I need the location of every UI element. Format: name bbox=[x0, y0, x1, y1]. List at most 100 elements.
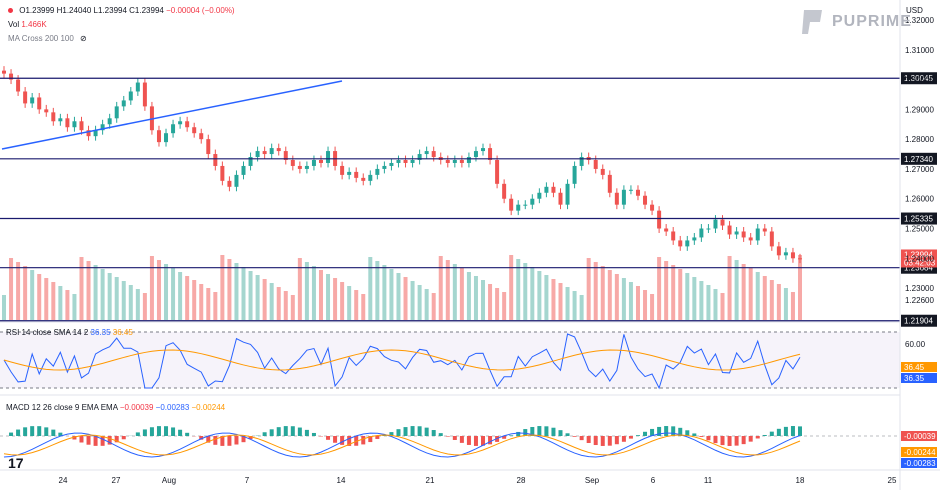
volume-bar bbox=[671, 265, 676, 320]
candle-body bbox=[798, 258, 802, 260]
macd-hist-bar bbox=[509, 435, 514, 436]
ma-legend: MA Cross 200 100 ⊘ bbox=[8, 34, 87, 43]
level-label-bg bbox=[901, 314, 937, 327]
volume-bar bbox=[607, 270, 612, 320]
candle-body bbox=[128, 91, 133, 101]
candle-body bbox=[107, 118, 112, 125]
candle-body bbox=[650, 204, 655, 211]
candle-body bbox=[93, 130, 98, 137]
candle-body bbox=[621, 189, 626, 205]
volume-bar bbox=[523, 263, 528, 320]
price-tick-label: 1.32000 bbox=[905, 16, 934, 25]
macd-hist-bar bbox=[762, 434, 767, 436]
macd-value: −0.00283 bbox=[155, 403, 190, 412]
candle-body bbox=[30, 97, 35, 104]
volume-bar bbox=[290, 295, 295, 320]
price-tick-label: 1.29000 bbox=[905, 105, 934, 114]
candle-body bbox=[783, 252, 788, 256]
candle-body bbox=[347, 171, 352, 175]
volume-bar bbox=[776, 284, 781, 320]
volume-bar bbox=[614, 274, 619, 320]
volume-bar bbox=[621, 278, 626, 320]
candle-body bbox=[502, 183, 507, 199]
candle-body bbox=[706, 228, 711, 230]
ma-label: MA Cross 200 100 bbox=[8, 34, 74, 43]
macd-hist-bar bbox=[304, 429, 309, 436]
rsi-value-label-bg bbox=[901, 373, 937, 383]
macd-hist-bar bbox=[185, 432, 190, 436]
volume-bar bbox=[185, 276, 190, 320]
volume-bar bbox=[424, 289, 429, 320]
price-tick-label: 1.30000 bbox=[905, 76, 934, 85]
volume-bar bbox=[333, 278, 338, 320]
volume-bar bbox=[783, 288, 788, 320]
volume-bar bbox=[551, 279, 556, 320]
candle-body bbox=[276, 148, 281, 152]
macd-hist-bar bbox=[171, 427, 176, 436]
volume-bar bbox=[720, 293, 725, 320]
macd-hist-bar bbox=[9, 432, 14, 436]
candle-body bbox=[466, 157, 471, 163]
level-label-bg bbox=[901, 212, 937, 225]
volume-bar bbox=[23, 266, 28, 320]
volume-bar bbox=[431, 293, 436, 320]
volume-bar bbox=[459, 268, 464, 320]
macd-hist-bar bbox=[382, 435, 387, 436]
volume-bar bbox=[283, 291, 288, 320]
close-value: C1.23994 bbox=[129, 6, 164, 15]
volume-bar bbox=[452, 264, 457, 320]
volume-bar bbox=[734, 260, 739, 320]
volume-bar bbox=[347, 286, 352, 320]
macd-hist-bar bbox=[488, 436, 493, 445]
volume-bar bbox=[234, 263, 239, 320]
volume-bar bbox=[121, 281, 126, 320]
volume-bar bbox=[142, 293, 147, 320]
volume-bar bbox=[227, 259, 232, 320]
volume-bar bbox=[375, 261, 380, 320]
macd-hist-bar bbox=[199, 436, 204, 440]
last-price-bg bbox=[901, 249, 937, 268]
volume-bar bbox=[762, 276, 767, 320]
candle-body bbox=[368, 174, 373, 181]
macd-hist-bar bbox=[58, 432, 63, 436]
candle-body bbox=[192, 127, 197, 134]
candle-body bbox=[164, 133, 169, 143]
volume-bar bbox=[16, 262, 21, 320]
macd-hist-bar bbox=[516, 431, 521, 436]
candle-body bbox=[44, 109, 49, 113]
macd-pane: -0.00039 -0.00244 -0.00283 bbox=[0, 426, 937, 468]
candle-body bbox=[734, 231, 739, 235]
candle-body bbox=[565, 183, 570, 205]
volume-bar bbox=[635, 286, 640, 320]
candle-body bbox=[537, 192, 542, 199]
macd-hist-bar bbox=[748, 436, 753, 442]
volume-bar bbox=[382, 265, 387, 320]
level-label: 1.27340 bbox=[904, 155, 933, 164]
candle-body bbox=[178, 121, 183, 125]
price-tick-label: 1.22600 bbox=[905, 296, 934, 305]
trend-line[interactable] bbox=[1, 80, 343, 150]
currency-label: USD bbox=[906, 6, 923, 15]
last-price-label: 1.23994 bbox=[904, 250, 933, 259]
eye-off-icon[interactable]: ⊘ bbox=[80, 34, 87, 43]
macd-hist-bar bbox=[783, 426, 788, 436]
volume-bar bbox=[93, 265, 98, 320]
candle-body bbox=[579, 157, 584, 166]
time-tick-label: 25 bbox=[888, 476, 897, 485]
axes: 1.32000 1.31000 1.30000 1.29000 1.28000 1.270… bbox=[59, 16, 935, 485]
time-tick-label: 21 bbox=[426, 476, 435, 485]
candle-body bbox=[643, 195, 648, 205]
candle-body bbox=[37, 97, 42, 110]
macd-hist-bar bbox=[664, 426, 669, 436]
candle-body bbox=[213, 154, 218, 166]
candle-body bbox=[762, 228, 767, 232]
rsi-sma-label: 36.45 bbox=[904, 363, 925, 372]
macd-hist-bar bbox=[206, 436, 211, 443]
volume-bar bbox=[488, 284, 493, 320]
candle-body bbox=[283, 151, 288, 160]
macd-hist-bar bbox=[685, 430, 690, 436]
candle-body bbox=[297, 165, 302, 169]
macd-hist-bar bbox=[424, 427, 429, 436]
candle-body bbox=[424, 151, 429, 155]
